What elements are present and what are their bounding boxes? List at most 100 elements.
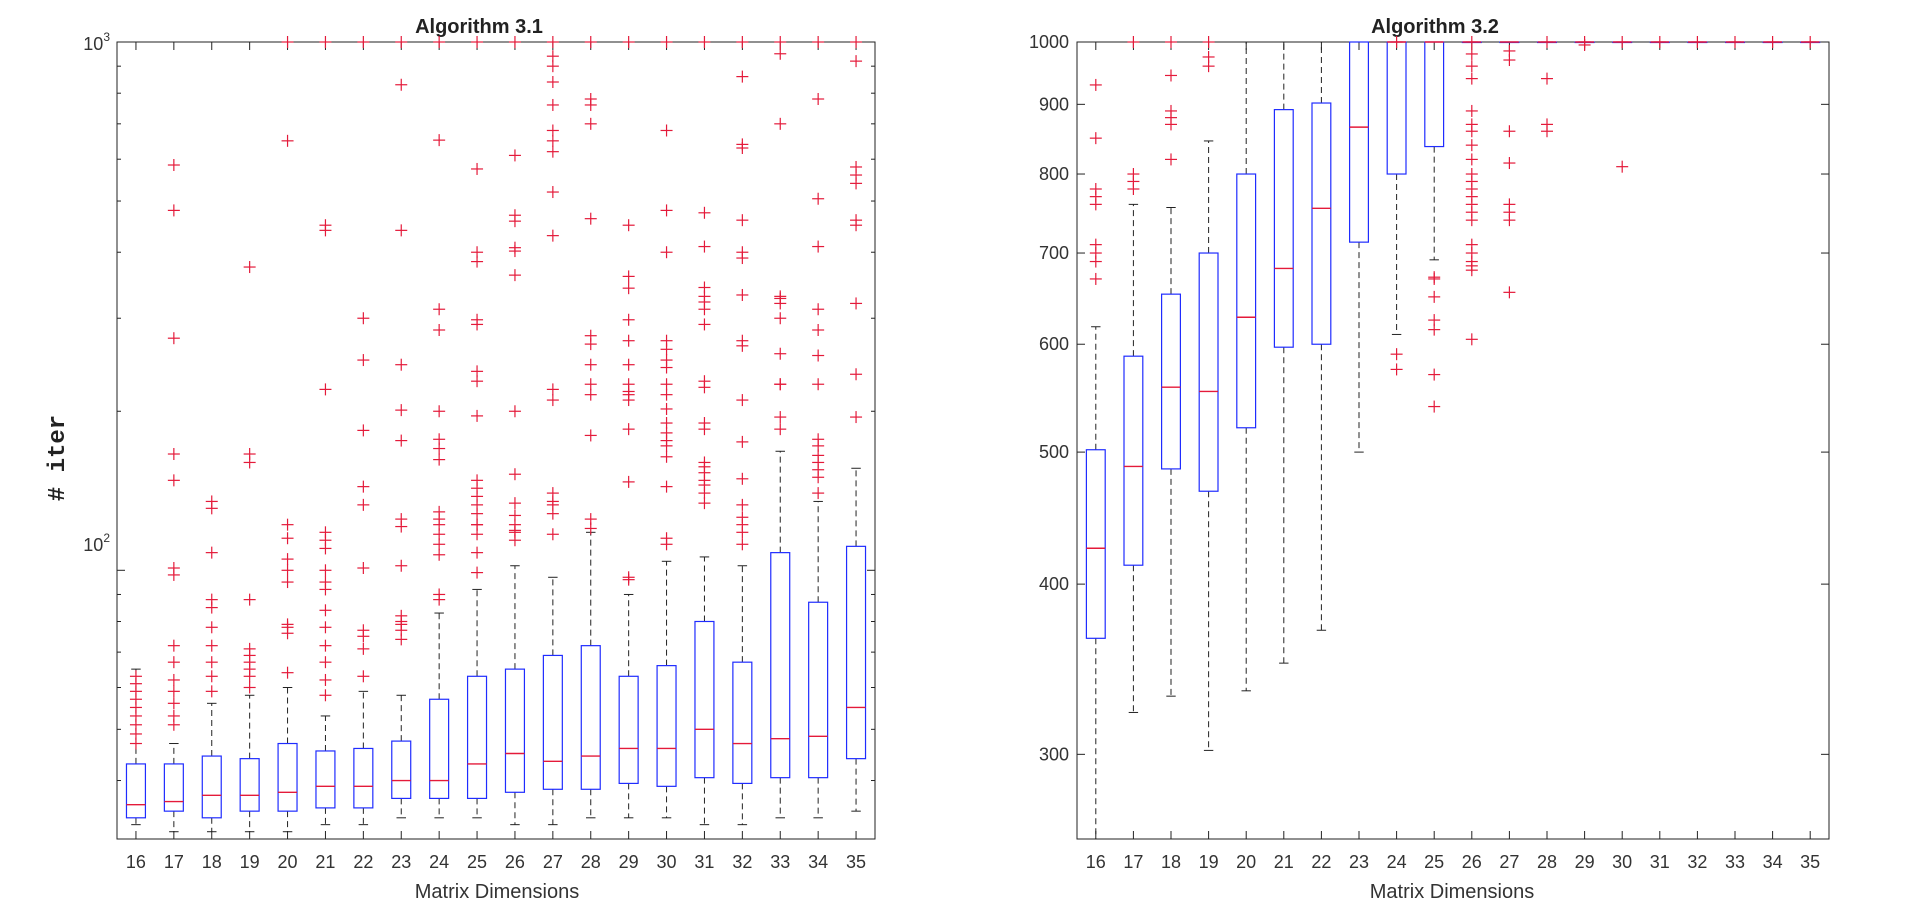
box-26: [1461, 36, 1482, 346]
outlier-marker: [1503, 286, 1516, 299]
x-tick-label-22: 22: [1311, 852, 1331, 872]
box-29: [618, 36, 639, 819]
x-tick-label-29: 29: [1575, 852, 1595, 872]
panel-algorithm-3-1: Algorithm 3.1 Matrix Dimensions # iter 1…: [45, 16, 876, 903]
box-19: [1198, 36, 1219, 751]
iqr-box: [1273, 109, 1294, 348]
outlier-marker: [167, 562, 180, 575]
x-tick-label-30: 30: [1612, 852, 1632, 872]
x-tick-label-20: 20: [1236, 852, 1256, 872]
outlier-marker: [622, 571, 635, 584]
outlier-marker: [319, 383, 332, 396]
outlier-marker: [698, 318, 711, 331]
x-tick-label-34: 34: [1763, 852, 1783, 872]
outlier-marker: [357, 670, 370, 683]
y-tick-label: 600: [1039, 334, 1069, 354]
outlier-marker: [584, 117, 597, 130]
outlier-marker: [736, 214, 749, 227]
plot-area-right: 300 400 500 600 700 800 900 1000 16 17 18 19 20 21 22 2…: [1029, 32, 1830, 872]
outlier-marker: [812, 487, 825, 500]
outlier-marker: [1202, 36, 1215, 48]
box-33: [1724, 36, 1745, 48]
outlier-marker: [850, 411, 863, 424]
outlier-marker: [584, 329, 597, 342]
outlier-marker: [319, 36, 332, 48]
outlier-marker: [774, 117, 787, 130]
iqr-box: [391, 740, 412, 800]
iqr-box: [201, 755, 222, 819]
axes-frame-right: [1076, 41, 1830, 840]
outlier-marker: [660, 480, 673, 493]
iqr-box: [808, 601, 829, 779]
outlier-marker: [622, 36, 635, 48]
iqr-box: [1348, 41, 1369, 243]
outlier-marker: [622, 313, 635, 326]
outlier-marker: [1465, 168, 1478, 181]
outlier-marker: [281, 618, 294, 631]
outlier-marker: [319, 604, 332, 617]
outlier-marker: [1465, 47, 1478, 60]
x-tick-label-19: 19: [240, 852, 260, 872]
iqr-box: [694, 620, 715, 779]
outlier-marker: [622, 282, 635, 295]
outlier-marker: [546, 186, 559, 199]
outlier-marker: [698, 456, 711, 469]
outlier-marker: [812, 349, 825, 362]
x-tick-label-16: 16: [126, 852, 146, 872]
outlier-marker: [395, 224, 408, 237]
outlier-marker: [1165, 104, 1177, 117]
outlier-marker: [584, 36, 597, 48]
y-tick-label: 500: [1039, 442, 1069, 462]
outlier-marker: [1127, 168, 1140, 181]
outlier-marker: [736, 246, 749, 259]
box-26: [504, 36, 526, 826]
outlier-marker: [736, 435, 749, 448]
box-32: [1687, 36, 1708, 48]
outlier-marker: [1465, 139, 1478, 152]
outlier-marker: [850, 368, 863, 381]
outlier-marker: [1465, 118, 1478, 131]
outlier-marker: [357, 480, 370, 493]
y-ticks-right: 300 400 500 600 700 800 900 1000: [1029, 32, 1829, 764]
outlier-marker: [584, 388, 597, 401]
y-tick-label: 1000: [1029, 32, 1069, 52]
outlier-marker: [1428, 368, 1441, 381]
outlier-marker: [243, 448, 256, 461]
x-tick-label-23: 23: [1349, 852, 1369, 872]
outlier-marker: [395, 434, 408, 447]
outlier-marker: [660, 334, 673, 347]
outlier-marker: [471, 409, 484, 422]
box-23: [1348, 41, 1369, 453]
outlier-marker: [546, 50, 559, 63]
outlier-marker: [167, 685, 180, 698]
x-tick-label-23: 23: [391, 852, 411, 872]
y-axis-label-left: # iter: [45, 415, 72, 501]
iqr-box: [125, 763, 147, 819]
outlier-marker: [812, 93, 825, 106]
outlier-marker: [281, 36, 294, 48]
outlier-marker: [774, 47, 787, 60]
box-33: [770, 36, 791, 819]
chart-title-right: Algorithm 3.2: [1371, 16, 1499, 38]
outlier-marker: [357, 498, 370, 511]
outlier-marker: [508, 149, 521, 162]
x-tick-label-24: 24: [1387, 852, 1407, 872]
outlier-marker: [319, 656, 332, 669]
outlier-marker: [357, 354, 370, 367]
outlier-marker: [1089, 78, 1102, 91]
iqr-box: [656, 665, 677, 787]
box-32: [732, 36, 753, 826]
outlier-marker: [546, 487, 559, 500]
outlier-marker: [584, 212, 597, 225]
outlier-marker: [1165, 153, 1177, 166]
outlier-marker: [319, 526, 332, 539]
box-30: [1612, 36, 1633, 173]
outlier-marker: [508, 269, 521, 282]
outlier-marker: [812, 303, 825, 316]
x-tick-label-17: 17: [164, 852, 184, 872]
outlier-marker: [812, 240, 825, 253]
outlier-marker: [774, 411, 787, 424]
outlier-marker: [1616, 160, 1629, 173]
outlier-marker: [357, 424, 370, 437]
outlier-marker: [698, 36, 711, 48]
